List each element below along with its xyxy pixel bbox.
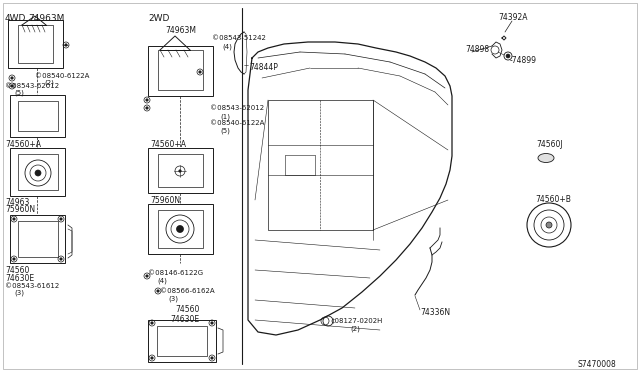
Text: 75960N: 75960N [150,196,180,205]
Bar [18,154,58,190]
Circle shape [146,107,148,109]
Text: 74630E: 74630E [170,315,199,324]
Circle shape [35,170,41,176]
Bar [10,148,65,196]
Text: 75960N: 75960N [5,205,35,214]
Bar [148,46,213,96]
Circle shape [211,357,213,359]
Circle shape [151,322,153,324]
Circle shape [151,357,153,359]
Circle shape [13,218,15,220]
Text: (3): (3) [14,290,24,296]
Bar [18,101,58,131]
Text: 4WD: 4WD [5,14,26,23]
Circle shape [11,77,13,79]
Circle shape [146,99,148,101]
Text: 74963M: 74963M [165,26,196,35]
Text: ©08540-6122A: ©08540-6122A [210,120,264,126]
Text: 74560+A: 74560+A [5,140,41,149]
Text: (4): (4) [157,278,167,285]
Circle shape [211,322,213,324]
Text: 74560J: 74560J [536,140,563,149]
Text: 74898: 74898 [465,45,489,54]
Bar [157,326,207,356]
Bar [158,154,203,187]
Text: ©08566-6162A: ©08566-6162A [160,288,214,294]
Text: (3): (3) [168,295,178,301]
Text: ©08543-51242: ©08543-51242 [212,35,266,41]
Bar [268,100,373,230]
Bar [148,320,216,362]
Text: 74392A: 74392A [498,13,527,22]
Circle shape [546,222,552,228]
Circle shape [177,225,184,232]
Circle shape [60,258,62,260]
Text: (5): (5) [14,90,24,96]
Text: 74560: 74560 [175,305,200,314]
Bar [158,210,203,248]
Text: 74844P: 74844P [249,63,278,72]
Text: 2WD: 2WD [148,14,170,23]
Circle shape [157,290,159,292]
Text: 74560+A: 74560+A [150,140,186,149]
Bar [158,50,203,90]
Text: (4): (4) [222,43,232,49]
Text: (2): (2) [44,80,54,87]
Bar [148,204,213,254]
Bar [18,25,53,63]
Text: 74560: 74560 [5,266,29,275]
Text: ©08543-62012: ©08543-62012 [210,105,264,111]
Text: ©08540-6122A: ©08540-6122A [35,73,90,79]
Text: (2): (2) [350,326,360,333]
Text: ©08146-6122G: ©08146-6122G [148,270,203,276]
Text: 74963: 74963 [5,198,29,207]
Ellipse shape [538,154,554,163]
Text: S7470008: S7470008 [578,360,617,369]
Text: 74630E: 74630E [5,274,34,283]
Circle shape [199,71,201,73]
Text: 74336N: 74336N [420,308,450,317]
Circle shape [60,218,62,220]
Circle shape [146,275,148,277]
Text: ¢08127-0202H: ¢08127-0202H [330,318,382,324]
Bar [148,148,213,193]
Text: ©08543-62012: ©08543-62012 [5,83,59,89]
Bar [10,95,65,137]
Circle shape [11,85,13,87]
Bar [10,215,65,263]
Text: -74899: -74899 [510,56,537,65]
Circle shape [506,54,510,58]
Text: (5): (5) [220,128,230,135]
Circle shape [65,44,67,46]
Circle shape [179,170,181,172]
Text: (1): (1) [220,113,230,119]
Bar [8,20,63,68]
Bar [18,221,58,257]
Text: 74560+B: 74560+B [535,195,571,204]
Text: 74963M: 74963M [28,14,65,23]
Circle shape [13,258,15,260]
Text: ©08543-61612: ©08543-61612 [5,283,60,289]
